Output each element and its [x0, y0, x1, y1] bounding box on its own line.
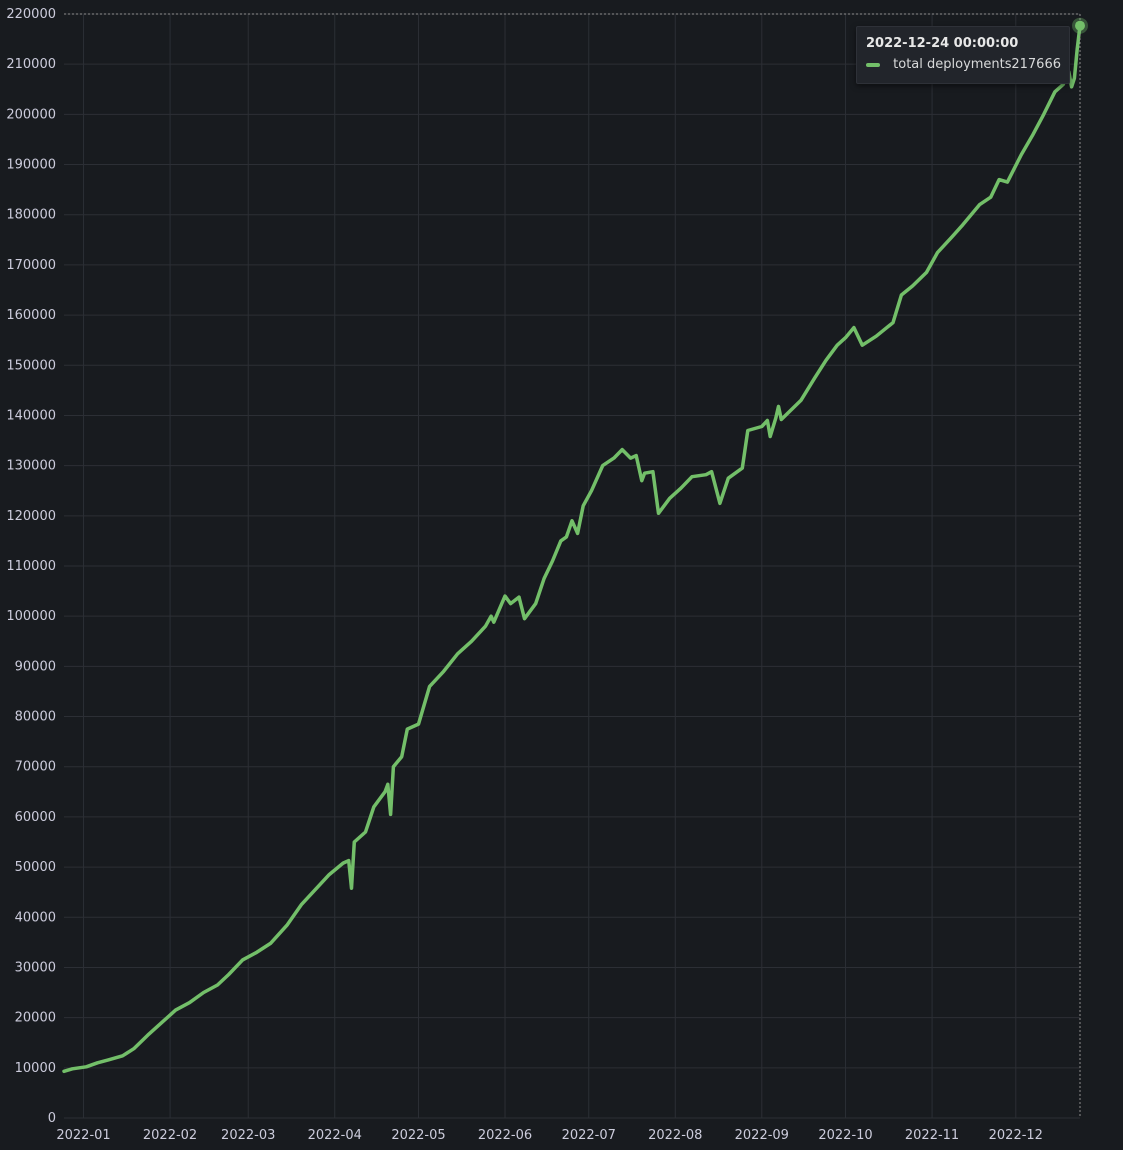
y-tick-label: 50000	[15, 860, 56, 875]
y-tick-label: 70000	[15, 760, 56, 775]
y-tick-label: 0	[48, 1111, 56, 1126]
y-tick-label: 30000	[15, 960, 56, 975]
tooltip-row: total deployments 217666	[866, 57, 1061, 72]
tooltip-value: 217666	[1011, 57, 1061, 72]
x-tick-label: 2022-07	[562, 1128, 616, 1143]
y-tick-label: 200000	[6, 107, 56, 122]
x-tick-label: 2022-04	[308, 1128, 362, 1143]
y-tick-label: 170000	[6, 258, 56, 273]
y-tick-label: 90000	[15, 659, 56, 674]
y-tick-label: 110000	[6, 559, 56, 574]
y-tick-label: 100000	[6, 609, 56, 624]
x-tick-label: 2022-12	[989, 1128, 1043, 1143]
y-tick-label: 40000	[15, 910, 56, 925]
x-tick-label: 2022-02	[143, 1128, 197, 1143]
tooltip-time: 2022-12-24 00:00:00	[866, 36, 1019, 51]
x-tick-label: 2022-09	[735, 1128, 789, 1143]
x-tick-label: 2022-03	[221, 1128, 275, 1143]
tooltip: 2022-12-24 00:00:00 total deployments 21…	[856, 26, 1070, 84]
x-tick-label: 2022-10	[818, 1128, 872, 1143]
x-tick-label: 2022-11	[905, 1128, 959, 1143]
hover-marker	[1075, 20, 1085, 31]
tooltip-series-name: total deployments	[893, 57, 1012, 72]
x-tick-label: 2022-08	[648, 1128, 702, 1143]
y-tick-label: 190000	[6, 158, 56, 173]
y-tick-label: 20000	[15, 1011, 56, 1026]
y-tick-label: 120000	[6, 509, 56, 524]
x-tick-label: 2022-01	[56, 1128, 110, 1143]
y-tick-label: 80000	[15, 710, 56, 725]
y-tick-label: 220000	[6, 7, 56, 22]
y-tick-label: 150000	[6, 358, 56, 373]
y-tick-label: 60000	[15, 810, 56, 825]
x-tick-label: 2022-05	[391, 1128, 445, 1143]
y-tick-label: 140000	[6, 408, 56, 423]
y-tick-label: 210000	[6, 57, 56, 72]
y-tick-label: 130000	[6, 459, 56, 474]
series-color-swatch	[866, 62, 880, 67]
series-line-total-deployments	[62, 23, 1082, 1074]
y-tick-label: 160000	[6, 308, 56, 323]
y-tick-label: 10000	[15, 1061, 56, 1076]
y-tick-label: 180000	[6, 208, 56, 223]
x-tick-label: 2022-06	[478, 1128, 532, 1143]
